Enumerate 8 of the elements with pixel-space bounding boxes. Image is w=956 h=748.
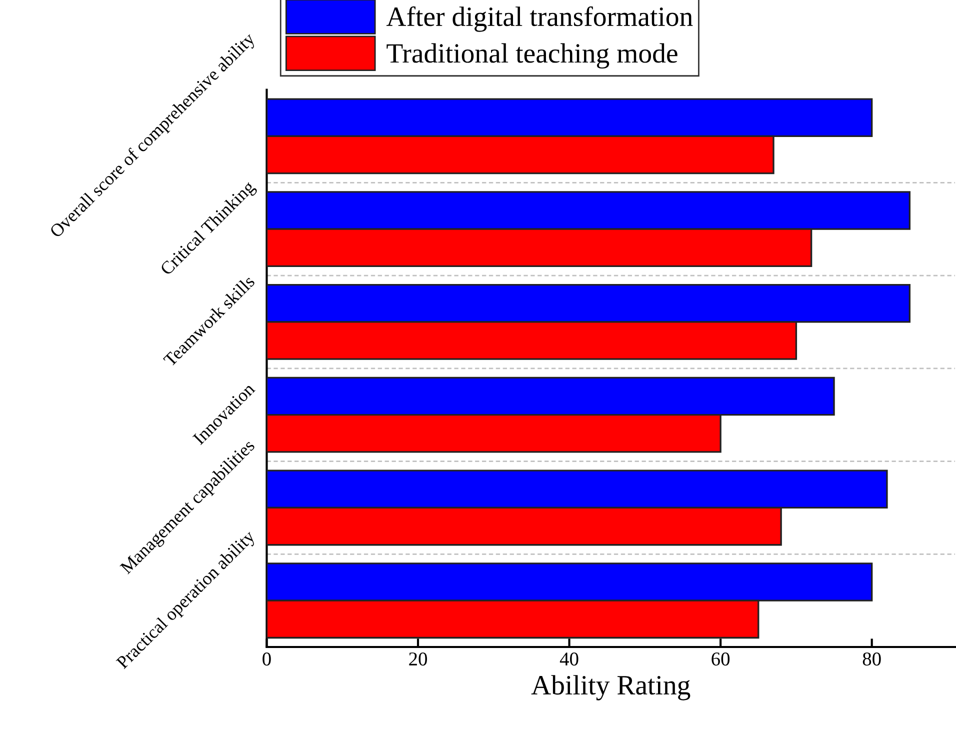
x-tick-label: 60 (712, 652, 730, 666)
x-tick-label: 40 (560, 652, 578, 666)
legend-label: Traditional teaching mode (386, 43, 678, 69)
x-tick-label: 80 (862, 652, 881, 666)
x-tick-label: 20 (409, 652, 427, 666)
x-axis-title: Ability Rating (531, 675, 690, 700)
legend-label: After digital transformation (386, 6, 693, 32)
x-tick-label: 0 (262, 652, 271, 666)
